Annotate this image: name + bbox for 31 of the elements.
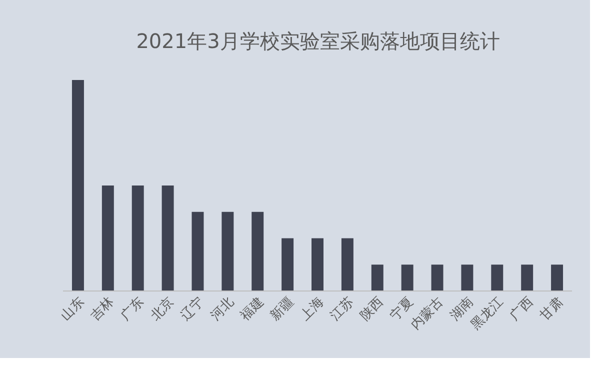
bar — [252, 212, 264, 291]
bar — [551, 264, 564, 291]
bar — [222, 212, 234, 291]
bar — [371, 264, 384, 291]
bar — [162, 186, 174, 291]
x-tick-label: 江苏 — [328, 294, 357, 324]
bar — [282, 238, 294, 291]
bar — [312, 238, 324, 291]
bar — [401, 264, 414, 291]
x-tick-label: 甘肃 — [537, 294, 566, 324]
bar — [341, 238, 354, 291]
bar — [192, 212, 204, 291]
x-tick-label: 新疆 — [268, 294, 297, 324]
x-tick-label: 吉林 — [88, 294, 118, 324]
bar — [72, 80, 84, 291]
bar — [521, 264, 534, 291]
x-tick-label: 山东 — [58, 294, 88, 324]
x-tick-label: 陕西 — [358, 294, 387, 324]
bar — [491, 264, 504, 291]
x-tick-label: 广东 — [118, 294, 148, 324]
x-tick-label: 上海 — [298, 294, 327, 324]
x-tick-label: 福建 — [238, 294, 267, 324]
x-tick-label: 辽宁 — [177, 294, 208, 324]
bar — [461, 264, 474, 291]
x-tick-label: 北京 — [148, 294, 178, 324]
x-tick-label: 广西 — [507, 294, 536, 324]
x-tick-label: 河北 — [208, 294, 238, 324]
bar — [102, 186, 114, 291]
chart-title: 2021年3月学校实验室采购落地项目统计 — [136, 29, 500, 53]
bar — [132, 186, 144, 291]
bar — [431, 264, 444, 291]
